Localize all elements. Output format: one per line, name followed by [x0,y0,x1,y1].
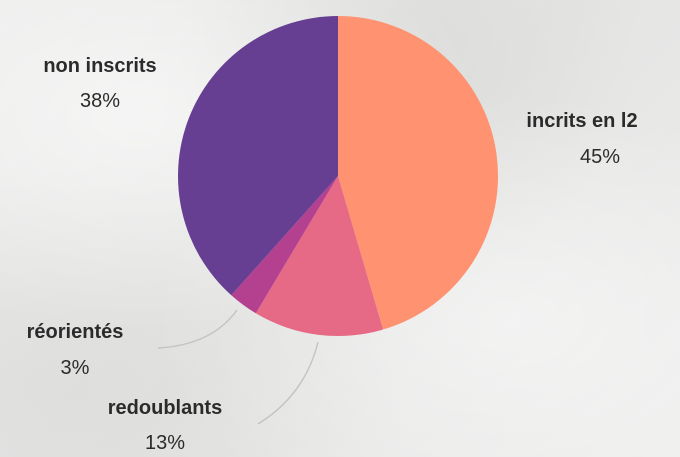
slice-label-2: redoublants [108,397,222,419]
slice-labels: incrits en l2 45% redoublants 13% réorientés… [27,55,638,454]
slice-value-label-1: 45% [580,146,620,168]
slice-value-label-4: 38% [80,90,120,112]
pie-slice-2 [255,176,384,337]
leader-lines [157,309,319,425]
slice-label-4: non inscrits [43,55,156,77]
slice-label-1: incrits en l2 [526,110,637,132]
leader-line-3 [157,309,238,349]
slice-label-3: réorientés [27,321,124,343]
pie-slice-1 [338,16,499,330]
slice-value-label-3: 3% [61,357,90,379]
pie-slices [178,16,499,337]
slice-value-label-2: 13% [145,432,185,454]
pie-slice-3 [231,176,338,314]
leader-line-2 [257,341,319,425]
pie-slice-4 [178,16,338,296]
